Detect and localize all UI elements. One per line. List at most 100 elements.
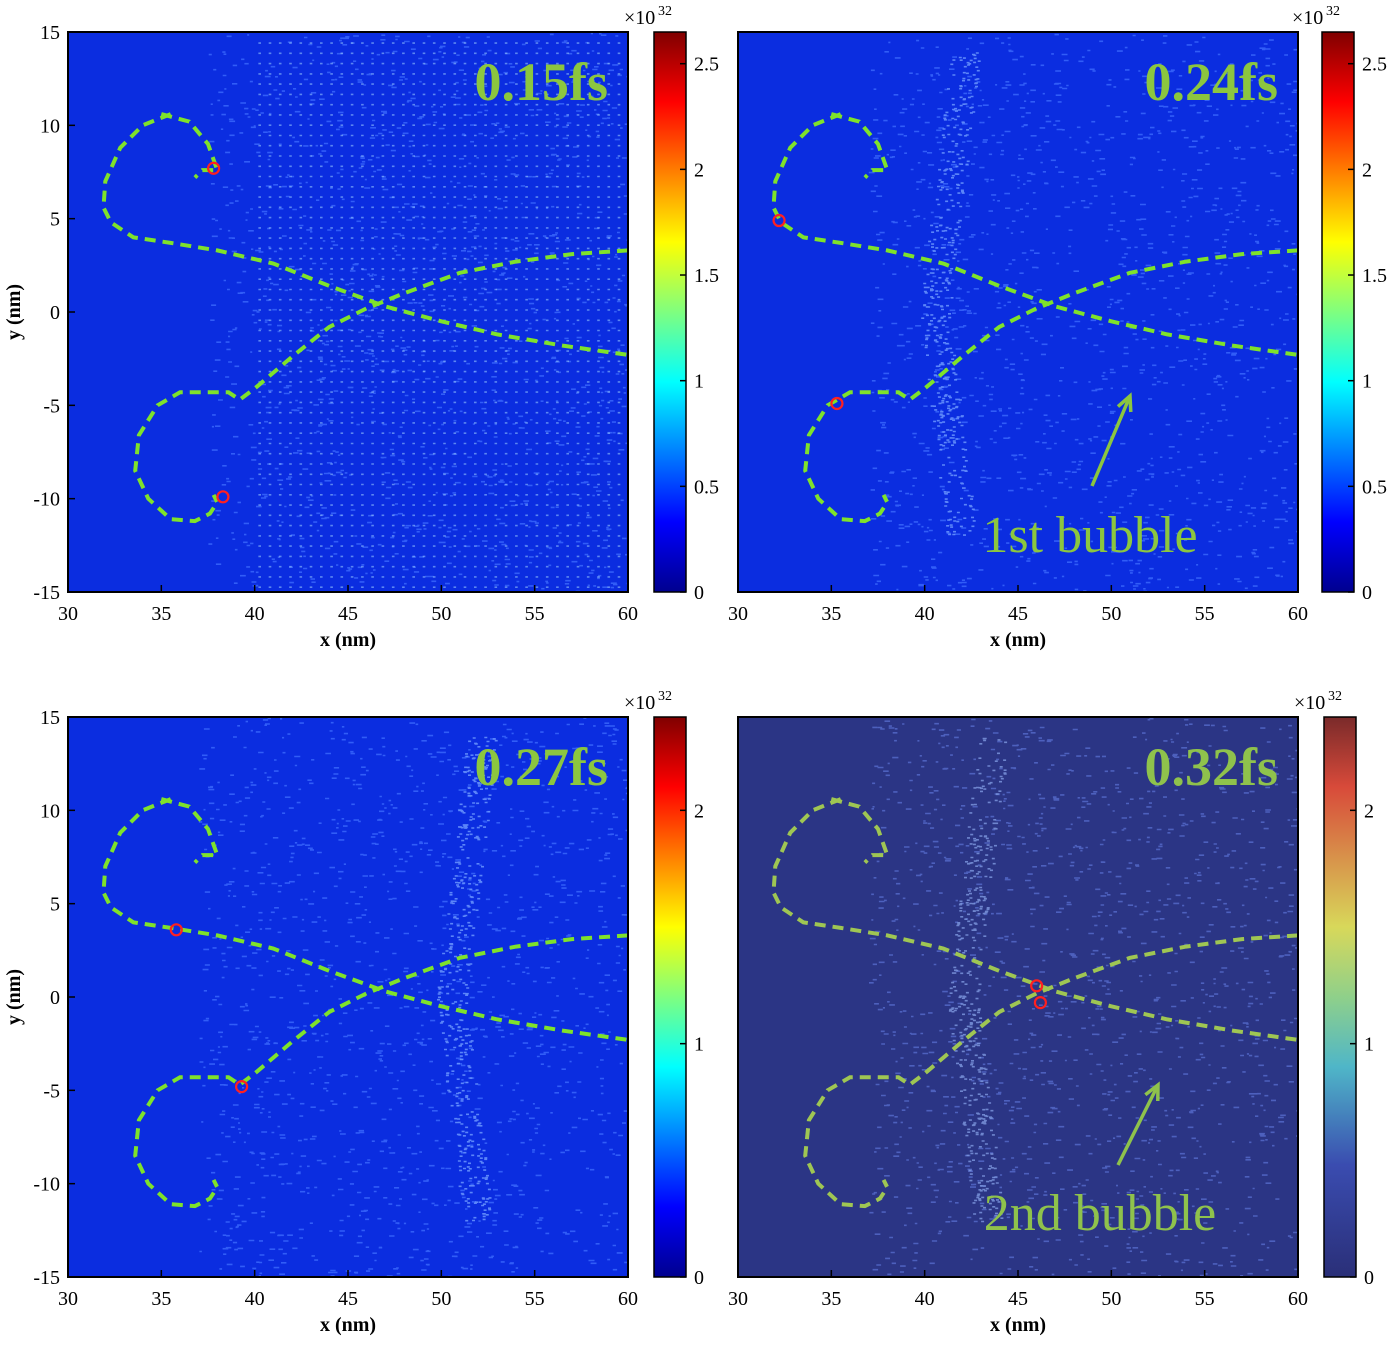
speckle-noise	[868, 33, 1298, 592]
time-label: 0.24fs	[1145, 52, 1279, 112]
y-tick-label: -15	[33, 582, 60, 604]
colorbar-multiplier: ×10	[624, 7, 655, 29]
heatmap-background	[68, 717, 628, 1277]
x-axis-label: x (nm)	[320, 629, 376, 651]
trajectory-curve	[830, 112, 891, 180]
x-tick-label: 60	[618, 1288, 638, 1310]
particle-marker	[772, 213, 786, 228]
annotation-label: 2nd bubble	[984, 1185, 1217, 1242]
colorbar-multiplier: ×10	[1294, 692, 1325, 714]
colorbar-tick-label: 2	[1364, 800, 1374, 822]
density-band	[948, 737, 1008, 1223]
x-tick-label: 30	[58, 603, 78, 625]
y-tick-label: -10	[33, 1174, 60, 1196]
trajectory-curve	[830, 797, 891, 865]
density-speckle	[198, 717, 628, 1277]
y-tick-label: 10	[40, 115, 60, 137]
x-tick-label: 45	[338, 603, 358, 625]
colorbar: 2.5 2 1.5 1 0.5 0 ×10 32	[1292, 4, 1387, 604]
x-tick-label: 30	[728, 1288, 748, 1310]
time-label: 0.32fs	[1145, 737, 1279, 797]
particle-marker	[830, 396, 844, 411]
y-axis-label: y (nm)	[3, 284, 25, 340]
trajectory-curve	[771, 112, 1299, 357]
y-tick-label: 0	[50, 302, 60, 324]
density-band	[437, 736, 498, 1222]
x-tick-label: 40	[915, 1288, 935, 1310]
colorbar-tick-label: 1.5	[694, 265, 719, 287]
colorbar-multiplier: ×10	[624, 692, 655, 714]
colorbar-tick-label: 0	[694, 1267, 704, 1289]
trajectory-curve	[771, 797, 1299, 1042]
y-tick-label: 5	[50, 209, 60, 231]
x-tick-label: 40	[915, 603, 935, 625]
colorbar-tick-label: 2	[1362, 159, 1372, 181]
trajectory-curve	[803, 248, 1299, 524]
x-tick-label: 45	[1008, 1288, 1028, 1310]
particle-marker	[207, 161, 221, 175]
x-tick-label: 45	[1008, 603, 1028, 625]
colorbar-gradient	[1321, 31, 1355, 593]
colorbar-tick-label: 1	[1362, 371, 1372, 393]
x-tick-label: 60	[1288, 603, 1308, 625]
colorbar-tick-label: 0	[694, 582, 704, 604]
particle-marker	[1033, 995, 1048, 1010]
trajectory-curve	[160, 112, 221, 180]
annotation-arrow	[1116, 1084, 1160, 1166]
arrow-head	[1144, 1081, 1160, 1102]
y-tick-label: -15	[33, 1267, 60, 1289]
y-tick-label: 10	[40, 800, 60, 822]
x-tick-label: 45	[338, 1288, 358, 1310]
colorbar-gradient	[653, 31, 687, 593]
y-tick-label: 15	[40, 22, 60, 44]
particle-marker	[1030, 979, 1044, 993]
time-label: 0.27fs	[475, 737, 609, 797]
y-axis-label: y (nm)	[3, 969, 25, 1025]
trajectory-curve	[101, 112, 629, 357]
trajectory-curve	[133, 248, 629, 524]
colorbar-tick-label: 2	[694, 800, 704, 822]
trajectory-curve	[133, 933, 629, 1209]
x-axis-label: x (nm)	[990, 629, 1046, 651]
colorbar-exponent: 32	[1326, 4, 1340, 19]
colorbar-tick-label: 1	[694, 371, 704, 393]
x-tick-label: 50	[431, 603, 451, 625]
colorbar: 2 1 0 ×10 32	[624, 689, 704, 1289]
trajectory-curve	[101, 797, 629, 1042]
colorbar-exponent: 32	[658, 689, 672, 704]
colorbar: 2 1 0 ×10 32	[1294, 689, 1374, 1289]
x-tick-label: 55	[1195, 603, 1215, 625]
y-tick-label: 0	[50, 987, 60, 1009]
time-label: 0.15fs	[475, 52, 609, 112]
y-tick-label: 5	[50, 894, 60, 916]
x-tick-label: 50	[431, 1288, 451, 1310]
y-tick-label: -5	[43, 1080, 60, 1102]
x-tick-label: 35	[821, 1288, 841, 1310]
x-axis-label: x (nm)	[320, 1314, 376, 1336]
trajectory-curve	[803, 933, 1299, 1209]
density-speckle	[869, 717, 1298, 1277]
colorbar-tick-label: 0.5	[694, 476, 719, 498]
x-tick-label: 30	[728, 603, 748, 625]
colorbar: 2.5 2 1.5 1 0.5 0 ×10 32	[624, 4, 719, 604]
density-speckle	[868, 33, 1298, 592]
x-tick-label: 55	[525, 1288, 545, 1310]
x-tick-label: 35	[151, 1288, 171, 1310]
x-axis-label: x (nm)	[990, 1314, 1046, 1336]
y-tick-label: -5	[43, 395, 60, 417]
colorbar-gradient	[653, 716, 687, 1278]
x-tick-label: 60	[618, 603, 638, 625]
colorbar-tick-label: 2.5	[694, 54, 719, 76]
colorbar-exponent: 32	[658, 4, 672, 19]
heatmap-background	[68, 32, 628, 592]
x-tick-label: 55	[525, 603, 545, 625]
speckle-noise	[198, 717, 628, 1277]
heatmap-background	[738, 32, 1298, 592]
colorbar-tick-label: 2.5	[1362, 54, 1387, 76]
x-tick-label: 40	[245, 603, 265, 625]
y-tick-label: 15	[40, 707, 60, 729]
